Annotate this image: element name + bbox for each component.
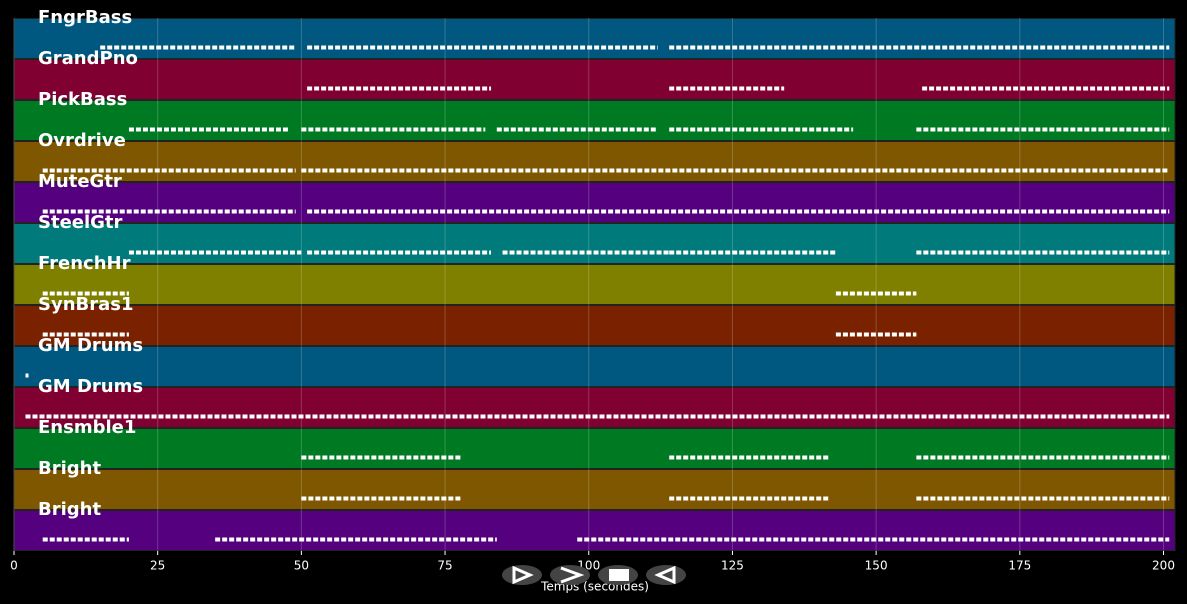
- track-band: [13, 428, 1176, 469]
- back-button[interactable]: [646, 565, 686, 585]
- x-tick-label: 50: [294, 559, 309, 573]
- x-tick-label: 125: [721, 559, 744, 573]
- x-tick-label: 175: [1008, 559, 1031, 573]
- stop-button[interactable]: [598, 565, 638, 585]
- track-band: [13, 100, 1176, 141]
- track-name: Ensmble1: [38, 417, 136, 438]
- grid: [13, 18, 1165, 555]
- track-band: [13, 59, 1176, 100]
- track-name: MuteGtr: [38, 171, 122, 192]
- track-band: [13, 18, 1176, 59]
- x-tick-label: 75: [437, 559, 452, 573]
- notes: [25, 45, 1170, 542]
- labels: FngrBass GrandPno PickBass Ovrdrive MuteGtr S…: [10, 7, 1175, 573]
- stop-icon: [609, 569, 629, 581]
- back-icon: [654, 565, 676, 585]
- track-band: [13, 346, 1176, 387]
- play-button[interactable]: [502, 565, 542, 585]
- track-name: FrenchHr: [38, 253, 131, 274]
- track-name: GrandPno: [38, 48, 138, 69]
- track-band: [13, 305, 1176, 346]
- track-band: [13, 141, 1176, 182]
- track-name: Bright: [38, 499, 101, 520]
- x-tick-label: 150: [865, 559, 888, 573]
- x-tick-label: 25: [150, 559, 165, 573]
- x-tick-label: 200: [1152, 559, 1175, 573]
- x-tick-label: 0: [10, 559, 18, 573]
- button-bg[interactable]: [646, 565, 686, 585]
- track-name: SynBras1: [38, 294, 134, 315]
- forward-icon: [560, 566, 585, 584]
- track-band: [13, 223, 1176, 264]
- track-band: [13, 387, 1176, 428]
- track-name: GM Drums: [38, 376, 143, 397]
- track-band: [13, 182, 1176, 223]
- track-bands: [13, 18, 1176, 551]
- track-name: GM Drums: [38, 335, 143, 356]
- track-name: Bright: [38, 458, 101, 479]
- track-band: [13, 510, 1176, 551]
- play-icon: [512, 565, 534, 585]
- button-bg[interactable]: [550, 565, 590, 585]
- track-band: [13, 469, 1176, 510]
- track-band: [13, 264, 1176, 305]
- track-name: FngrBass: [38, 7, 132, 28]
- button-bg[interactable]: [502, 565, 542, 585]
- track-name: PickBass: [38, 89, 127, 110]
- track-name: Ovrdrive: [38, 130, 126, 151]
- track-name: SteelGtr: [38, 212, 123, 233]
- forward-button[interactable]: [550, 565, 590, 585]
